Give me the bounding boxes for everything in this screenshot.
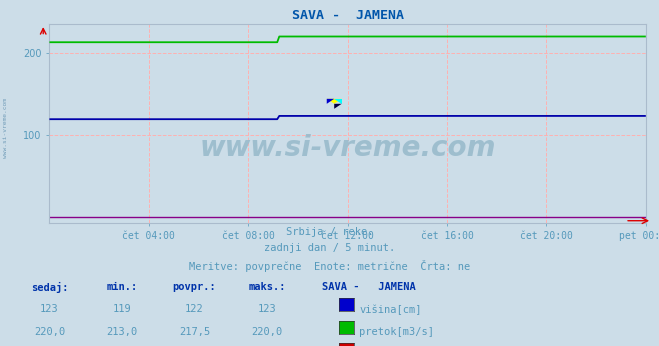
Text: 123: 123 (40, 304, 59, 315)
Text: 213,0: 213,0 (106, 327, 138, 337)
Text: www.si-vreme.com: www.si-vreme.com (3, 98, 8, 158)
Polygon shape (327, 99, 341, 104)
Text: Meritve: povprečne  Enote: metrične  Črta: ne: Meritve: povprečne Enote: metrične Črta:… (189, 260, 470, 272)
Text: 220,0: 220,0 (251, 327, 283, 337)
Text: 119: 119 (113, 304, 131, 315)
Text: www.si-vreme.com: www.si-vreme.com (200, 134, 496, 162)
Text: pretok[m3/s]: pretok[m3/s] (359, 327, 434, 337)
Text: maks.:: maks.: (248, 282, 285, 292)
Polygon shape (327, 99, 334, 104)
Text: 123: 123 (258, 304, 276, 315)
Text: 122: 122 (185, 304, 204, 315)
Text: zadnji dan / 5 minut.: zadnji dan / 5 minut. (264, 243, 395, 253)
Text: Srbija / reke.: Srbija / reke. (286, 227, 373, 237)
Polygon shape (334, 99, 341, 104)
Text: SAVA -   JAMENA: SAVA - JAMENA (322, 282, 416, 292)
Text: sedaj:: sedaj: (31, 282, 68, 293)
Polygon shape (334, 104, 341, 109)
Text: višina[cm]: višina[cm] (359, 304, 422, 315)
Text: 220,0: 220,0 (34, 327, 65, 337)
Text: 217,5: 217,5 (179, 327, 210, 337)
Text: min.:: min.: (106, 282, 138, 292)
Text: povpr.:: povpr.: (173, 282, 216, 292)
Title: SAVA -  JAMENA: SAVA - JAMENA (292, 9, 403, 22)
